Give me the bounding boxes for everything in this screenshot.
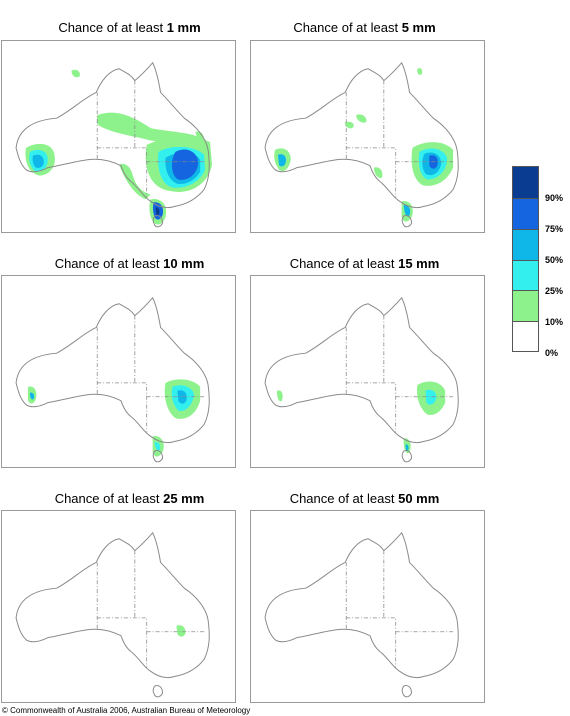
map-panel-25mm <box>1 510 236 703</box>
australia-map-1mm <box>15 61 213 228</box>
panel-title-25mm: Chance of at least 25 mm <box>54 491 205 506</box>
map-panel-15mm <box>250 275 485 468</box>
coastline-50mm <box>264 531 459 698</box>
australia-map-5mm <box>264 61 459 228</box>
panel-title-15mm: Chance of at least 15 mm <box>289 256 440 271</box>
coastline-1mm <box>15 61 210 228</box>
panel-title-5mm: Chance of at least 5 mm <box>293 20 436 35</box>
australia-map-25mm <box>15 531 210 698</box>
probability-shading-5mm <box>274 68 454 222</box>
map-panel-50mm <box>250 510 485 703</box>
legend-swatch-90 <box>513 167 538 198</box>
legend-swatch-10 <box>513 290 538 321</box>
coastline-10mm <box>15 296 210 463</box>
australia-map-50mm <box>264 531 459 698</box>
map-panel-1mm <box>1 40 236 233</box>
legend-label-25: 25% <box>545 286 564 296</box>
coastline-5mm <box>264 61 459 228</box>
map-panel-5mm <box>250 40 485 233</box>
probability-shading-25mm <box>176 625 186 637</box>
legend-swatch-0 <box>513 321 538 351</box>
australia-map-15mm <box>264 296 459 463</box>
legend-label-10: 10% <box>545 317 564 327</box>
map-panel-10mm <box>1 275 236 468</box>
panel-title-1mm: Chance of at least 1 mm <box>58 20 201 35</box>
probability-shading-15mm <box>276 381 446 454</box>
legend-swatch-75 <box>513 198 538 229</box>
panel-title-50mm: Chance of at least 50 mm <box>289 491 440 506</box>
australia-map-10mm <box>15 296 210 463</box>
coastline-25mm <box>15 531 210 698</box>
panel-title-10mm: Chance of at least 10 mm <box>54 256 205 271</box>
legend-label-75: 75% <box>545 224 564 234</box>
legend-swatch-50 <box>513 229 538 260</box>
legend-swatch-25 <box>513 260 538 290</box>
legend-color-scale <box>512 166 539 352</box>
probability-shading-10mm <box>27 379 201 457</box>
coastline-15mm <box>264 296 459 463</box>
copyright-text: © Commonwealth of Australia 2006, Austra… <box>2 706 251 715</box>
legend-label-90: 90% <box>545 193 564 203</box>
legend-label-50: 50% <box>545 255 564 265</box>
legend-label-0: 0% <box>545 348 559 358</box>
probability-shading-1mm <box>25 69 213 225</box>
